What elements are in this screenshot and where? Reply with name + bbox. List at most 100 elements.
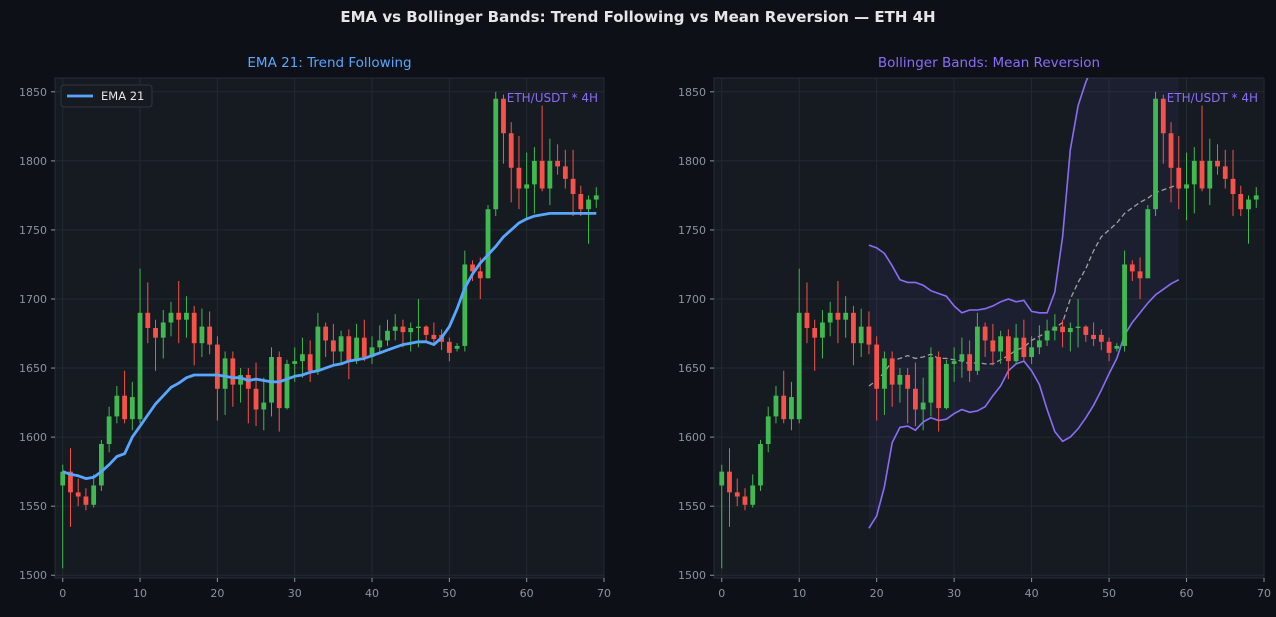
x-tick-label: 60 xyxy=(1180,587,1194,600)
middle-band-line xyxy=(868,183,1180,387)
candle-body xyxy=(555,160,561,167)
candle xyxy=(261,377,267,431)
candle xyxy=(1160,94,1166,164)
y-tick-label: 1750 xyxy=(678,224,706,237)
candle xyxy=(199,308,205,358)
candle-body xyxy=(300,354,305,362)
candle xyxy=(928,347,934,417)
candle-body xyxy=(812,328,818,338)
x-tick-label: 10 xyxy=(133,587,147,600)
candle-body xyxy=(889,358,895,385)
candle xyxy=(122,370,127,424)
candle xyxy=(781,370,787,424)
candle xyxy=(1067,322,1073,352)
candle-body xyxy=(1199,160,1205,189)
candle-body xyxy=(222,358,228,389)
candle-body xyxy=(83,496,89,505)
candle xyxy=(346,329,352,380)
candle-body xyxy=(269,357,274,403)
candle xyxy=(843,296,849,338)
x-tick-label: 0 xyxy=(718,587,725,600)
candle-body xyxy=(446,341,452,353)
candle xyxy=(98,439,104,491)
candle-body xyxy=(485,209,491,279)
candle-body xyxy=(874,344,880,389)
candle xyxy=(330,323,336,366)
candle-body xyxy=(214,344,220,389)
candle-body xyxy=(323,326,329,341)
candle-body xyxy=(982,326,988,341)
panel-title: EMA 21: Trend Following xyxy=(247,55,411,71)
candle-body xyxy=(1005,336,1011,362)
candle-body xyxy=(796,312,802,420)
candle xyxy=(377,325,383,355)
candle xyxy=(835,281,841,344)
candle xyxy=(951,347,957,382)
candle-body xyxy=(750,485,756,505)
candle xyxy=(1168,122,1174,203)
candle-body xyxy=(1091,334,1096,340)
candle-body xyxy=(1036,340,1042,348)
candle xyxy=(462,250,468,352)
candle-body xyxy=(114,395,120,417)
candle-body xyxy=(60,471,66,486)
candle xyxy=(361,319,367,362)
candle xyxy=(60,464,66,569)
candle xyxy=(501,94,506,164)
ema-line xyxy=(62,212,597,480)
legend-label: EMA 21 xyxy=(101,89,144,103)
candle-body xyxy=(137,312,143,420)
candle xyxy=(1191,147,1197,214)
candle-body xyxy=(207,326,213,345)
plot-content xyxy=(60,91,599,569)
candle xyxy=(765,406,771,453)
candle-body xyxy=(129,397,135,420)
candle-body xyxy=(416,326,421,328)
candle xyxy=(1129,260,1135,282)
y-tick-label: 1650 xyxy=(19,362,47,375)
candle xyxy=(920,377,926,431)
candle-body xyxy=(106,416,112,445)
candle xyxy=(106,406,112,453)
candle-body xyxy=(1160,98,1166,134)
candle xyxy=(114,386,120,424)
candle xyxy=(1106,337,1112,362)
plot-content xyxy=(719,78,1259,569)
candle xyxy=(493,91,499,217)
candle-body xyxy=(75,492,81,497)
candle xyxy=(230,351,236,407)
candle xyxy=(750,474,756,508)
candle xyxy=(485,205,491,279)
candle xyxy=(804,282,810,344)
candle-body xyxy=(882,358,887,389)
candle-body xyxy=(98,444,104,486)
x-tick-label: 50 xyxy=(442,587,456,600)
y-tick-label: 1600 xyxy=(19,431,47,444)
candle xyxy=(315,312,321,375)
candle-body xyxy=(253,388,259,410)
candle-body xyxy=(1098,334,1104,342)
candle xyxy=(882,351,887,416)
candle xyxy=(300,337,305,378)
candle xyxy=(905,368,911,424)
candle xyxy=(1253,187,1259,208)
candle xyxy=(547,138,553,206)
candle-body xyxy=(176,312,182,320)
candle-body xyxy=(758,444,763,486)
candle-body xyxy=(1153,98,1158,210)
candle xyxy=(91,474,97,508)
candle-body xyxy=(408,328,414,333)
candle xyxy=(137,268,143,424)
y-tick-label: 1700 xyxy=(19,293,47,306)
candle-body xyxy=(1215,160,1220,167)
x-tick-label: 30 xyxy=(288,587,302,600)
candle xyxy=(83,488,89,511)
candle xyxy=(1021,319,1027,362)
candle-body xyxy=(1060,326,1065,333)
candle xyxy=(1153,91,1158,217)
candle-body xyxy=(1114,345,1120,349)
candle xyxy=(75,478,81,507)
candle-body xyxy=(1067,328,1073,333)
candle-body xyxy=(998,336,1004,352)
